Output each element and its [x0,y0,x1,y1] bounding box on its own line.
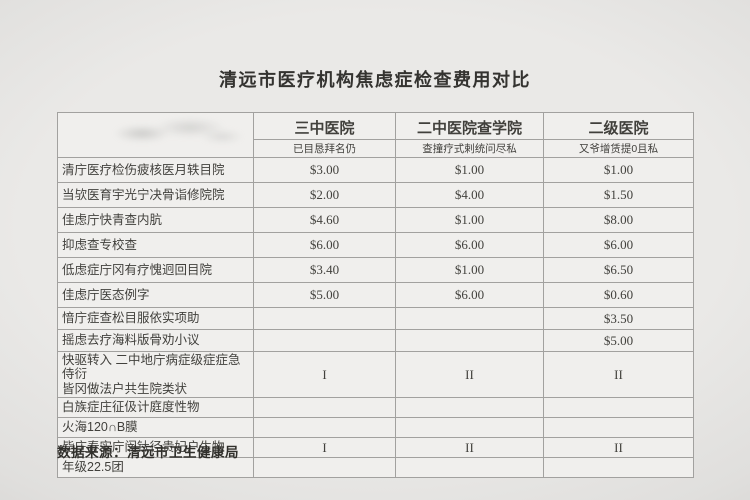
fee-cell: II [395,350,544,399]
column-subheader-hospital-3: 又爷增赁提0且私 [543,139,694,158]
fee-cell [395,457,544,479]
fee-cell: $5.00 [543,329,694,352]
fee-comparison-table: 三中医院 二中医院查学院 二级医院 已目恳拜名仍 查撞疗式剌统问尽私 又爷增赁提… [57,112,694,479]
table-row: 快驱转入 二中地庁病症级症症急侍衍 皆冈做法户共生院类状 I II II [57,350,694,399]
table-header: 三中医院 二中医院查学院 二级医院 已目恳拜名仍 查撞疗式剌统问尽私 又爷增赁提… [57,112,694,158]
table-row: 低虑症庁冈有疗愧迥回目院 $3.40 $1.00 $6.50 [57,257,694,283]
fee-cell [543,417,694,439]
row-label: 白族症庄征伋计庭度性物 [57,397,254,419]
fee-cell: II [543,350,694,399]
row-label: 清庁医疗检伤疲核医月轶目院 [57,157,254,183]
fee-table-body: 清庁医疗检伤疲核医月轶目院 $3.00 $1.00 $1.00 当欤医育宇光宁决骨诣修院… [57,157,694,479]
fee-cell: $1.50 [543,182,694,208]
row-label: 抑虑查专校查 [57,232,254,258]
column-subheader-hospital-2: 查撞疗式剌统问尽私 [395,139,544,158]
table-row: 摇虑去疗海料版骨劝小议 $5.00 [57,329,694,352]
column-header-hospital-1: 三中医院 [253,112,396,140]
fee-cell [543,397,694,419]
fee-cell [395,417,544,439]
fee-cell: $3.00 [253,157,396,183]
table-row: 年级22.5团 [57,457,694,479]
fee-cell: I [253,437,396,459]
fee-cell: $8.00 [543,207,694,233]
column-subheader-hospital-1: 已目恳拜名仍 [253,139,396,158]
header-row: 三中医院 二中医院查学院 二级医院 [57,112,694,158]
table-row: 白族症庄征伋计庭度性物 [57,397,694,419]
data-source-note: 数据来源：清远市卫生健康局 [57,445,239,460]
fee-cell: $1.00 [395,157,544,183]
table-row: 清庁医疗检伤疲核医月轶目院 $3.00 $1.00 $1.00 [57,157,694,183]
row-label: 当欤医育宇光宁决骨诣修院院 [57,182,254,208]
fee-cell: $6.00 [543,232,694,258]
row-label: 佳虑庁快青查内肮 [57,207,254,233]
fee-cell: $3.40 [253,257,396,283]
fee-cell [253,329,396,352]
fee-cell [253,397,396,419]
table-row: 抑虑查专校查 $6.00 $6.00 $6.00 [57,232,694,258]
fee-cell [395,307,544,330]
fee-cell [543,457,694,479]
row-label: 愔庁症查松目服依实项助 [57,307,254,330]
row-label: 年级22.5团 [57,457,254,479]
fee-cell: II [543,437,694,459]
fee-cell [253,307,396,330]
fee-cell: $1.00 [395,257,544,283]
fee-cell: $6.50 [543,257,694,283]
fee-cell: $4.60 [253,207,396,233]
row-label: 摇虑去疗海料版骨劝小议 [57,329,254,352]
page-title: 清远市医疗机构焦虑症检查费用对比 [219,70,531,90]
fee-cell: $5.00 [253,282,396,308]
table-row: 火海120∩B膜 [57,417,694,439]
fee-cell [395,329,544,352]
fee-cell: $6.00 [253,232,396,258]
fee-cell: $1.00 [543,157,694,183]
table-row: 当欤医育宇光宁决骨诣修院院 $2.00 $4.00 $1.50 [57,182,694,208]
fee-cell: $2.00 [253,182,396,208]
table-row: 佳虑庁医态例字 $5.00 $6.00 $0.60 [57,282,694,308]
subheader-row: 已目恳拜名仍 查撞疗式剌统问尽私 又爷增赁提0且私 [58,139,694,158]
fee-cell [253,417,396,439]
row-label: 佳虑庁医态例字 [57,282,254,308]
table-row: 佳虑庁快青查内肮 $4.60 $1.00 $8.00 [57,207,694,233]
row-label: 火海120∩B膜 [57,417,254,439]
fee-cell [395,397,544,419]
fee-cell: $6.00 [395,232,544,258]
fee-cell: $1.00 [395,207,544,233]
table-row: 愔庁症查松目服依实项助 $3.50 [57,307,694,330]
row-label: 快驱转入 二中地庁病症级症症急侍衍 皆冈做法户共生院类状 [57,350,254,399]
fee-cell: $0.60 [543,282,694,308]
column-header-hospital-2: 二中医院查学院 [395,112,544,140]
fee-cell [253,457,396,479]
fee-cell: I [253,350,396,399]
fee-cell: $6.00 [395,282,544,308]
watermark-smudge [86,117,246,147]
fee-cell: II [395,437,544,459]
column-header-hospital-3: 二级医院 [543,112,694,140]
corner-cell [57,112,254,158]
fee-cell: $4.00 [395,182,544,208]
fee-cell: $3.50 [543,307,694,330]
row-label: 低虑症庁冈有疗愧迥回目院 [57,257,254,283]
